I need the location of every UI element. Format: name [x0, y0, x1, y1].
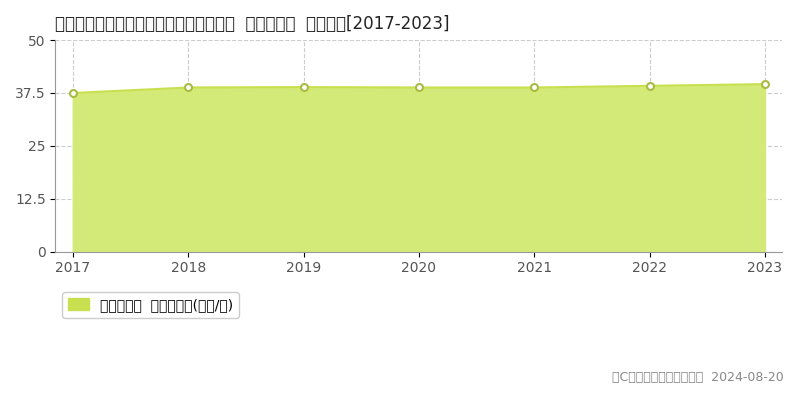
- Point: [528, 84, 541, 91]
- Point: [182, 84, 194, 91]
- Text: （C）土地価格ドットコム  2024-08-20: （C）土地価格ドットコム 2024-08-20: [612, 371, 784, 384]
- Point: [643, 83, 656, 89]
- Text: 愛知県愛知郡東郷町白鳥２丁目４番３外  基準地価格  地価推移[2017-2023]: 愛知県愛知郡東郷町白鳥２丁目４番３外 基準地価格 地価推移[2017-2023]: [55, 15, 450, 33]
- Point: [66, 90, 79, 96]
- Point: [297, 84, 310, 90]
- Legend: 基準地価格  平均坪単価(万円/坪): 基準地価格 平均坪単価(万円/坪): [62, 292, 238, 318]
- Point: [413, 84, 426, 91]
- Point: [758, 81, 771, 87]
